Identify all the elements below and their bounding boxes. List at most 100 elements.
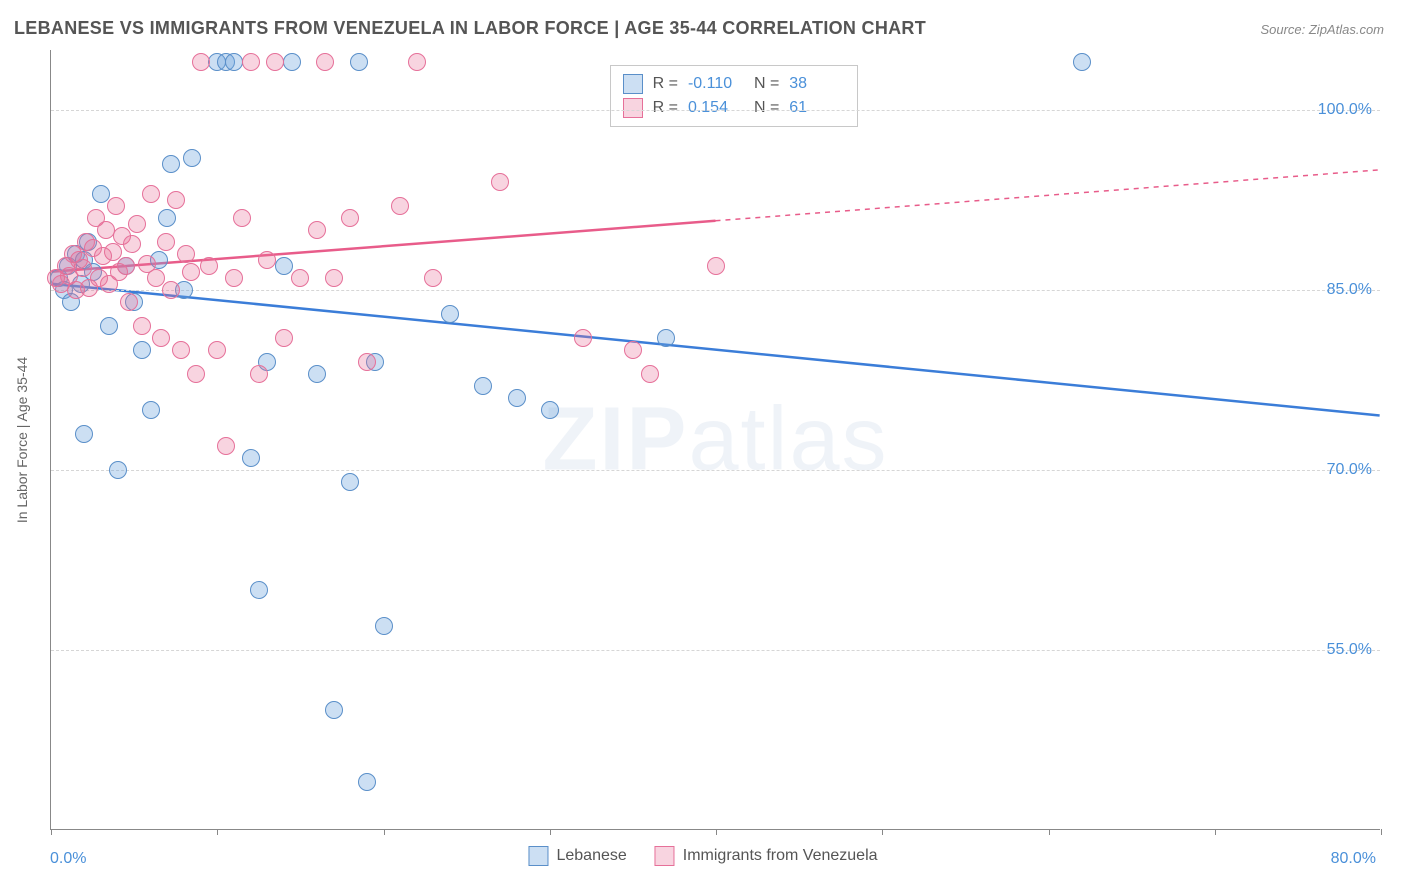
x-tick — [384, 829, 385, 835]
data-point — [283, 53, 301, 71]
trend-line-dashed — [716, 170, 1380, 221]
data-point — [182, 263, 200, 281]
legend-stat-row: R = -0.110 N = 38 — [623, 72, 846, 96]
legend-swatch — [623, 74, 643, 94]
data-point — [474, 377, 492, 395]
data-point — [74, 259, 92, 277]
data-point — [341, 209, 359, 227]
data-point — [133, 341, 151, 359]
data-point — [133, 317, 151, 335]
gridline-h — [51, 650, 1380, 651]
data-point — [158, 209, 176, 227]
data-point — [291, 269, 309, 287]
data-point — [408, 53, 426, 71]
data-point — [624, 341, 642, 359]
data-point — [120, 293, 138, 311]
legend-swatch — [623, 98, 643, 118]
data-point — [391, 197, 409, 215]
data-point — [491, 173, 509, 191]
data-point — [325, 269, 343, 287]
data-point — [250, 581, 268, 599]
gridline-h — [51, 290, 1380, 291]
data-point — [100, 317, 118, 335]
data-point — [233, 209, 251, 227]
data-point — [424, 269, 442, 287]
data-point — [177, 245, 195, 263]
x-tick — [51, 829, 52, 835]
legend-label: Lebanese — [556, 847, 626, 865]
data-point — [172, 341, 190, 359]
r-label: R = — [653, 75, 678, 93]
data-point — [187, 365, 205, 383]
x-tick — [1381, 829, 1382, 835]
data-point — [316, 53, 334, 71]
data-point — [208, 341, 226, 359]
data-point — [117, 257, 135, 275]
data-point — [192, 53, 210, 71]
data-point — [167, 191, 185, 209]
legend-item: Lebanese — [528, 846, 626, 866]
data-point — [275, 329, 293, 347]
n-label: N = — [754, 75, 779, 93]
data-point — [541, 401, 559, 419]
data-point — [275, 257, 293, 275]
trend-lines-svg — [51, 50, 1380, 829]
y-tick-label: 100.0% — [1318, 101, 1372, 119]
data-point — [157, 233, 175, 251]
data-point — [242, 53, 260, 71]
legend-item: Immigrants from Venezuela — [655, 846, 878, 866]
data-point — [97, 221, 115, 239]
source-attribution: Source: ZipAtlas.com — [1260, 22, 1384, 37]
data-point — [266, 53, 284, 71]
x-tick — [1049, 829, 1050, 835]
data-point — [441, 305, 459, 323]
data-point — [109, 461, 127, 479]
data-point — [225, 269, 243, 287]
y-tick-label: 70.0% — [1327, 461, 1372, 479]
data-point — [162, 155, 180, 173]
data-point — [325, 701, 343, 719]
data-point — [200, 257, 218, 275]
legend-stat-row: R =0.154N =61 — [623, 96, 846, 120]
x-axis-min-label: 0.0% — [50, 850, 86, 868]
data-point — [250, 365, 268, 383]
data-point — [657, 329, 675, 347]
data-point — [128, 215, 146, 233]
data-point — [104, 243, 122, 261]
x-tick — [550, 829, 551, 835]
data-point — [1073, 53, 1091, 71]
data-point — [358, 773, 376, 791]
y-tick-label: 55.0% — [1327, 641, 1372, 659]
data-point — [341, 473, 359, 491]
y-axis-title: In Labor Force | Age 35-44 — [14, 357, 30, 523]
x-tick — [882, 829, 883, 835]
r-label: R = — [653, 99, 678, 117]
r-value: -0.110 — [688, 75, 744, 93]
data-point — [258, 251, 276, 269]
data-point — [707, 257, 725, 275]
data-point — [350, 53, 368, 71]
data-point — [152, 329, 170, 347]
data-point — [308, 221, 326, 239]
chart-title: LEBANESE VS IMMIGRANTS FROM VENEZUELA IN… — [14, 18, 926, 39]
data-point — [375, 617, 393, 635]
data-point — [225, 53, 243, 71]
y-tick-label: 85.0% — [1327, 281, 1372, 299]
n-label: N = — [754, 99, 779, 117]
data-point — [574, 329, 592, 347]
x-tick — [716, 829, 717, 835]
data-point — [183, 149, 201, 167]
legend-swatch — [655, 846, 675, 866]
x-axis-max-label: 80.0% — [1331, 850, 1376, 868]
legend-label: Immigrants from Venezuela — [683, 847, 878, 865]
correlation-legend: R =-0.110N =38R =0.154N =61 — [610, 65, 859, 127]
data-point — [508, 389, 526, 407]
trend-line — [51, 284, 1379, 416]
data-point — [242, 449, 260, 467]
gridline-h — [51, 110, 1380, 111]
n-value: 38 — [789, 75, 845, 93]
data-point — [217, 437, 235, 455]
plot-area: ZIPatlas R =-0.110N =38R =0.154N =61 55.… — [50, 50, 1380, 830]
series-legend: Lebanese Immigrants from Venezuela — [528, 846, 877, 866]
r-value: 0.154 — [688, 99, 744, 117]
